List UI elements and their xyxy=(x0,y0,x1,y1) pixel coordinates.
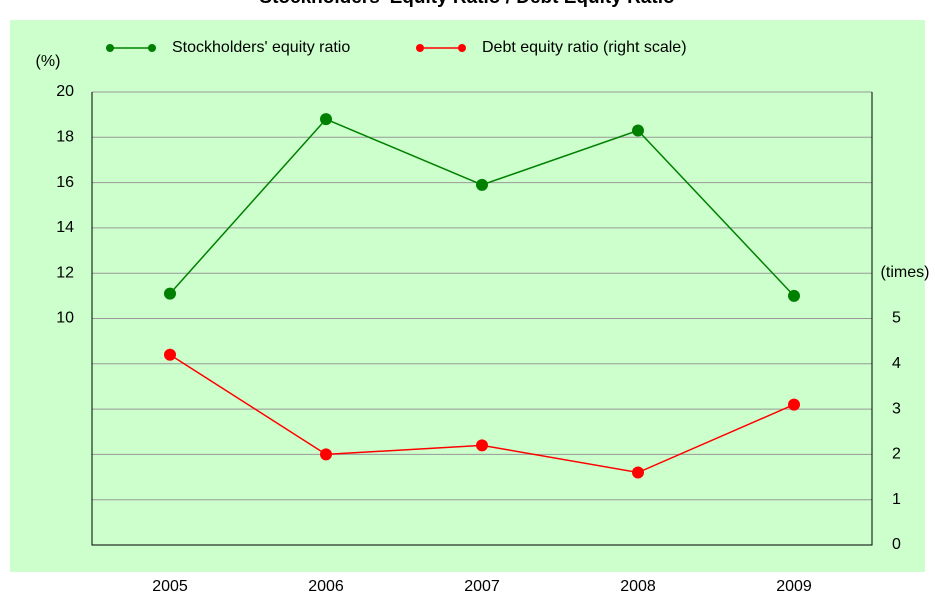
y2-tick-label: 2 xyxy=(892,446,901,463)
point xyxy=(476,439,488,452)
y2-tick-label: 4 xyxy=(892,355,901,372)
point xyxy=(320,113,332,126)
point xyxy=(788,398,800,411)
y2-tick-label: 3 xyxy=(892,400,901,417)
x-tick-label: 2006 xyxy=(308,578,344,595)
legend-marker xyxy=(416,44,424,52)
chart-background xyxy=(10,20,925,572)
legend-label: Stockholders' equity ratio xyxy=(172,39,350,56)
y-axis-label: (%) xyxy=(36,53,61,70)
point xyxy=(632,124,644,137)
y-tick-label: 12 xyxy=(56,264,74,281)
y2-tick-label: 1 xyxy=(892,491,901,508)
y-tick-label: 18 xyxy=(56,129,74,146)
point xyxy=(476,178,488,191)
y-tick-label: 16 xyxy=(56,174,74,191)
point xyxy=(164,287,176,300)
legend-marker xyxy=(106,44,114,52)
point xyxy=(164,348,176,361)
y2-axis-label: (times) xyxy=(881,264,930,281)
legend-marker xyxy=(458,44,466,52)
y2-tick-label: 5 xyxy=(892,310,901,327)
y-tick-label: 20 xyxy=(56,83,74,100)
point xyxy=(320,448,332,461)
axis-frame xyxy=(91,92,873,546)
x-tick-label: 2008 xyxy=(620,578,656,595)
chart-title: Stockholders' Equity Ratio / Debt Equity… xyxy=(259,0,674,8)
x-tick-label: 2007 xyxy=(464,578,500,595)
x-tick-label: 2009 xyxy=(776,578,812,595)
x-tick-label: 2005 xyxy=(152,578,188,595)
y-tick-label: 14 xyxy=(56,219,74,236)
legend-marker xyxy=(148,44,156,52)
point xyxy=(788,289,800,302)
point xyxy=(632,466,644,479)
y2-tick-label: 0 xyxy=(892,536,901,553)
legend-label: Debt equity ratio (right scale) xyxy=(482,39,687,56)
y-tick-label: 10 xyxy=(56,310,74,327)
